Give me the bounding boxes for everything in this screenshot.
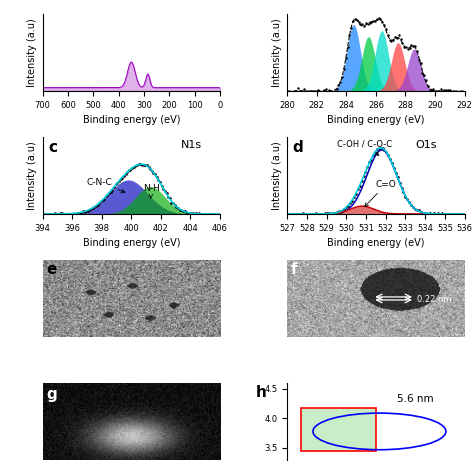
Y-axis label: Intensity (a.u): Intensity (a.u) [272, 18, 282, 87]
X-axis label: Binding energy (eV): Binding energy (eV) [82, 115, 180, 125]
Text: C-N-C: C-N-C [87, 178, 125, 192]
Text: 0.22 nm: 0.22 nm [417, 295, 451, 304]
Text: f: f [291, 262, 298, 277]
Bar [301, 409, 376, 451]
Text: d: d [292, 140, 303, 155]
Text: N1s: N1s [181, 140, 202, 150]
Text: c: c [48, 140, 57, 155]
X-axis label: Binding energy (eV): Binding energy (eV) [327, 115, 425, 125]
Y-axis label: Intensity (a.u): Intensity (a.u) [27, 18, 37, 87]
Text: g: g [46, 387, 57, 402]
Text: e: e [46, 262, 56, 277]
Text: C=O: C=O [365, 180, 397, 207]
Y-axis label: Intensity (a.u): Intensity (a.u) [27, 141, 37, 210]
Y-axis label: Intensity (a.u): Intensity (a.u) [272, 141, 282, 210]
Text: 5.6 nm: 5.6 nm [397, 394, 434, 404]
Text: h: h [255, 385, 266, 400]
X-axis label: Binding energy (eV): Binding energy (eV) [82, 238, 180, 248]
Text: C-OH / C-O-C: C-OH / C-O-C [337, 140, 392, 155]
Text: N-H: N-H [143, 183, 160, 198]
Text: O1s: O1s [415, 140, 437, 150]
X-axis label: Binding energy (eV): Binding energy (eV) [327, 238, 425, 248]
